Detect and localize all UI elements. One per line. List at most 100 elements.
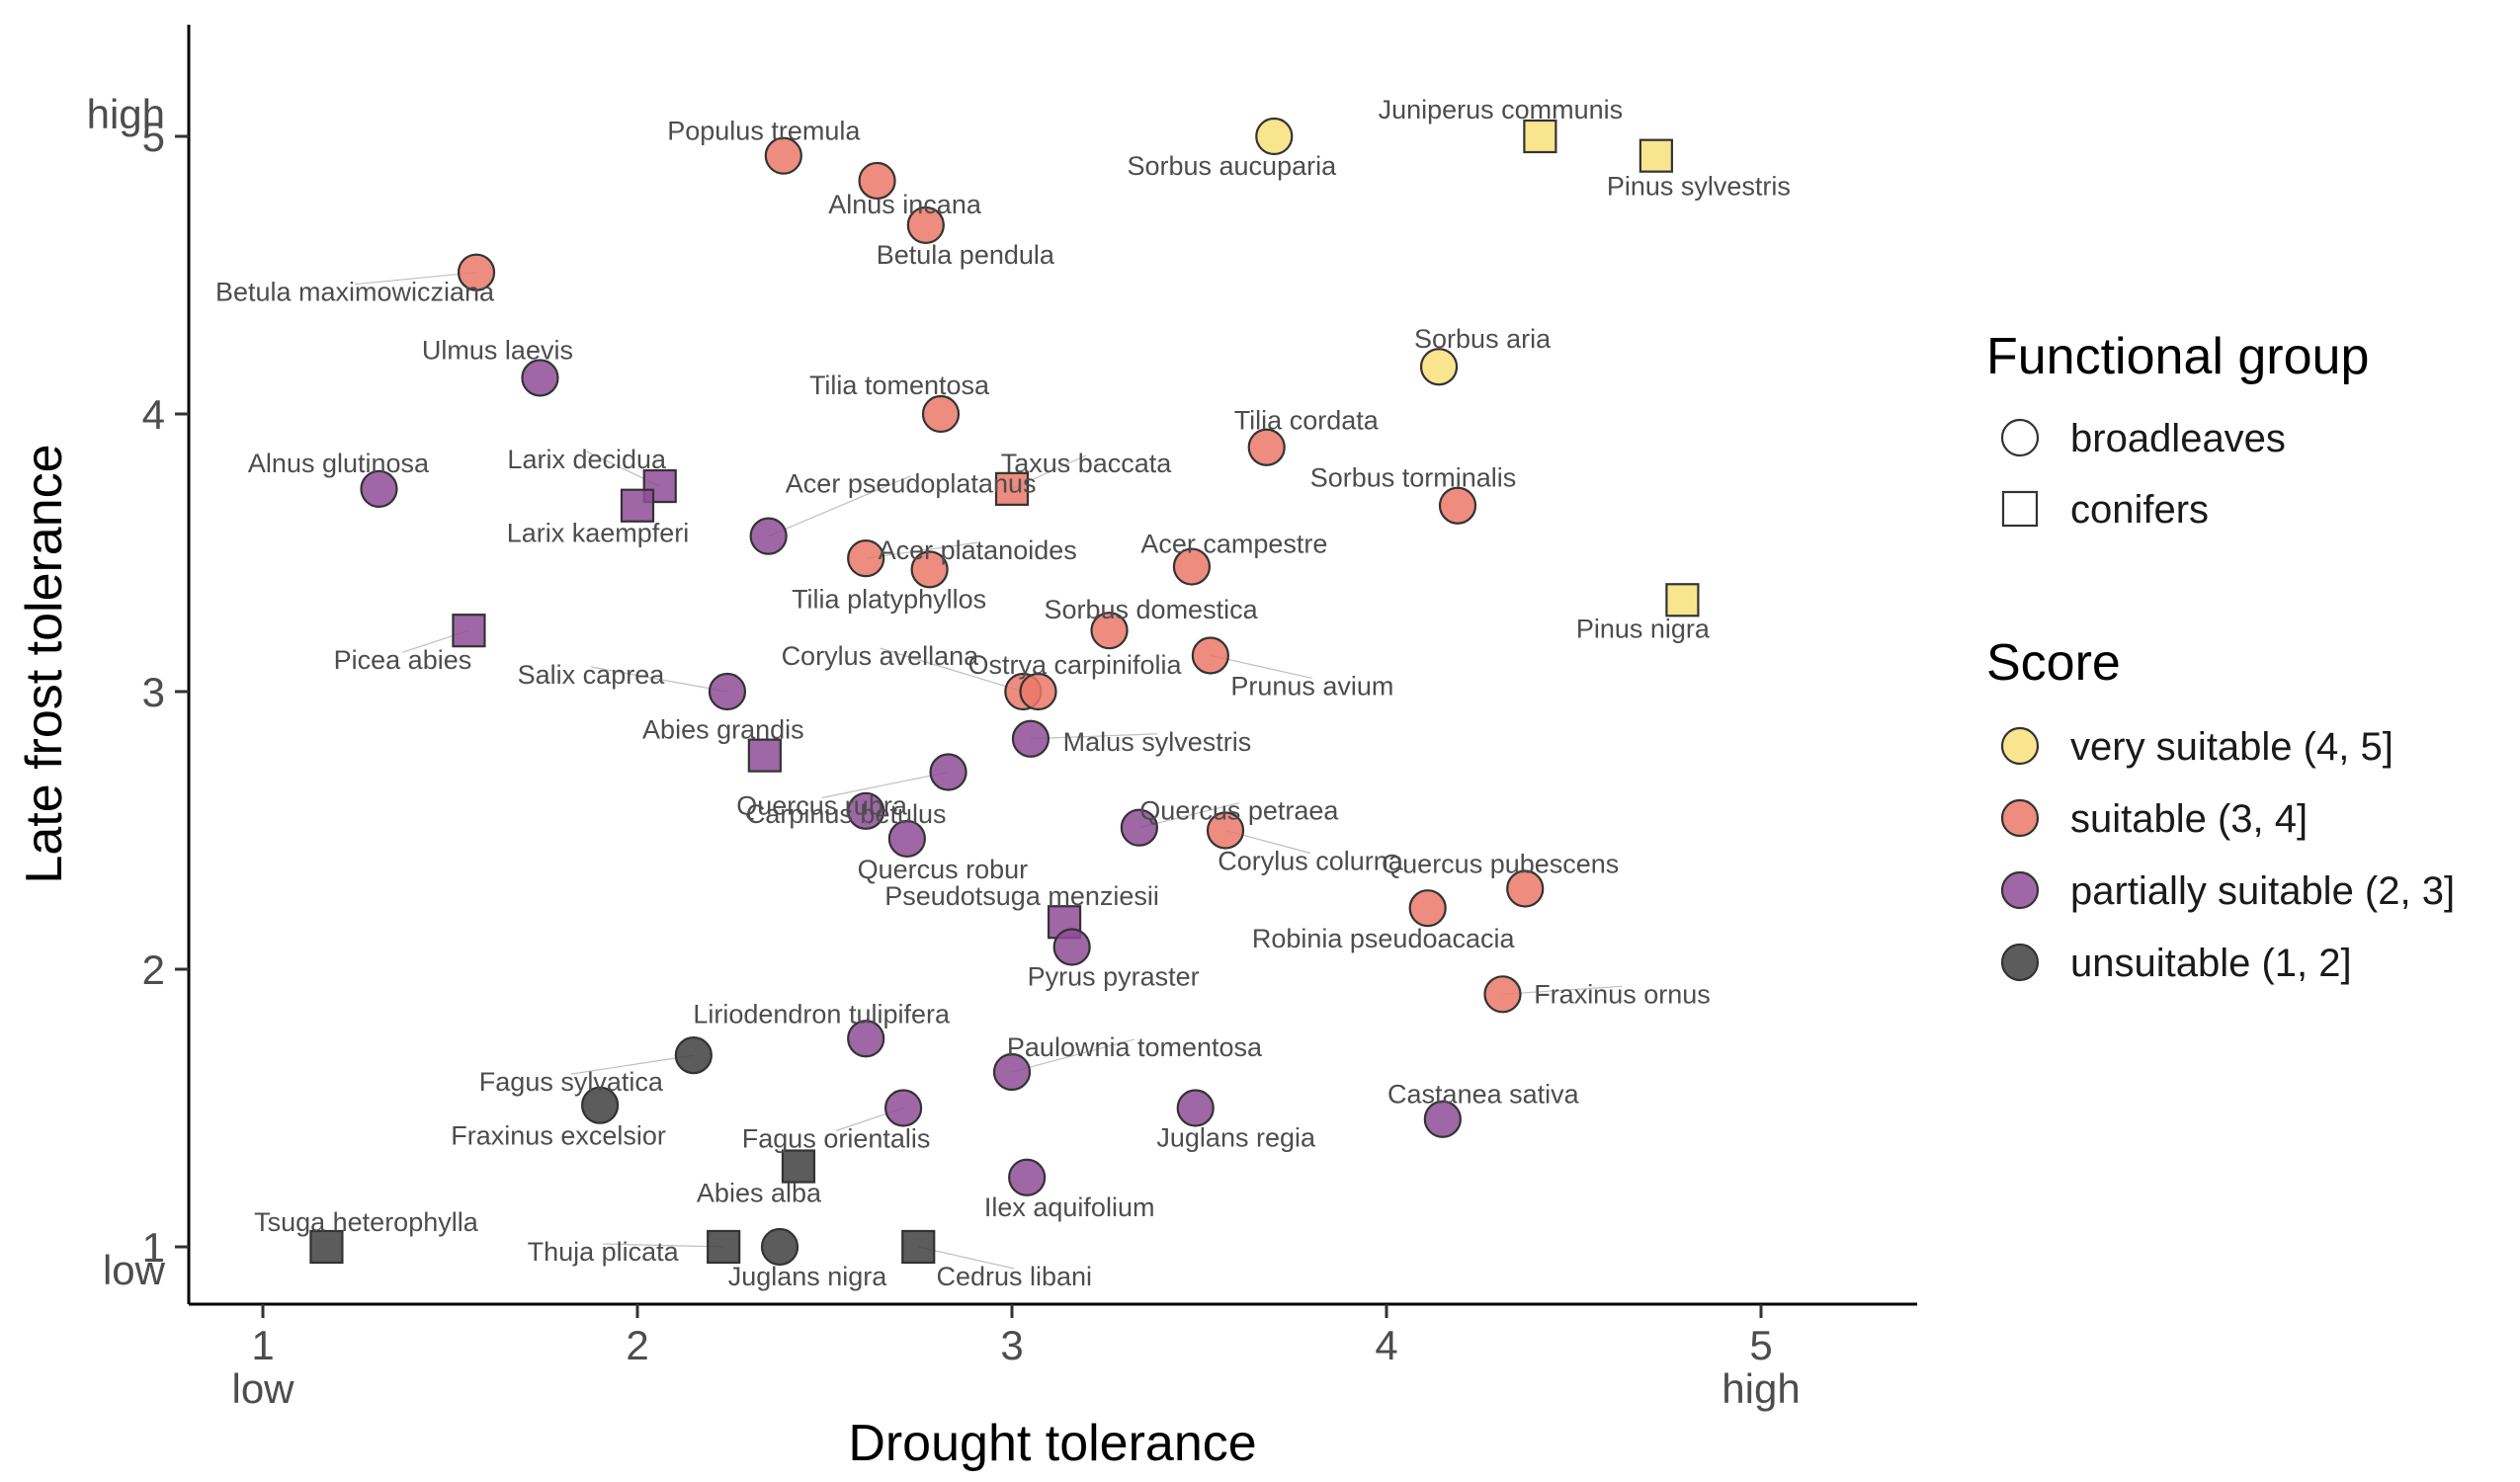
legend-swatch-suit [2000,798,2040,838]
point-juniperus-communis [1523,119,1557,154]
legend-group-label: conifers [2070,488,2209,532]
point-alnus-incana [858,161,896,201]
x-tick-label: 5 [1749,1322,1772,1368]
leader-line [821,771,949,799]
point-sorbus-aucuparia [1255,117,1294,156]
y-tick-label: 3 [142,669,165,715]
label-liriodendron-tulipifera: Liriodendron tulipifera [693,999,951,1029]
point-acer-campestre [1172,547,1212,586]
label-salix-caprea: Salix caprea [518,660,666,690]
point-acer-pseudoplatanus [749,517,788,555]
legend-score-label: suitable (3, 4] [2070,797,2308,841]
label-larix-kaempferi: Larix kaempferi [507,519,690,548]
label-juglans-nigra: Juglans nigra [728,1262,888,1291]
point-sorbus-torminalis [1438,486,1477,525]
point-corylus-colurna [1206,811,1245,850]
point-tilia-tomentosa [921,394,961,434]
label-juglans-regia: Juglans regia [1156,1123,1316,1153]
leader-line [1011,1038,1135,1073]
point-pinus-sylvestris [1638,138,1673,173]
label-taxus-baccata: Taxus baccata [1001,449,1173,478]
x-tick-label: 1 [251,1322,274,1368]
point-fraxinus-excelsior [580,1086,620,1124]
point-fraxinus-ornus [1483,975,1522,1014]
label-picea-abies: Picea abies [334,645,472,675]
point-sorbus-domestica [1090,612,1129,650]
label-pinus-sylvestris: Pinus sylvestris [1607,172,1791,202]
point-populus-tremula [764,136,802,175]
label-fraxinus-excelsior: Fraxinus excelsior [451,1121,666,1151]
point-tilia-platyphyllos [910,550,949,589]
label-acer-platanoides: Acer platanoides [879,535,1077,565]
legend-square-icon [2001,490,2039,528]
label-fagus-orientalis: Fagus orientalis [742,1124,931,1154]
point-castanea-sativa [1423,1100,1462,1138]
label-tilia-tomentosa: Tilia tomentosa [809,370,990,400]
leader-line [354,272,477,286]
label-sorbus-torminalis: Sorbus torminalis [1310,463,1517,493]
label-corylus-colurna: Corylus colurna [1218,847,1404,876]
legend-group-label: broadleaves [2070,417,2286,460]
label-ostrya-carpinifolia: Ostrya carpinifolia [967,650,1182,680]
label-paulownia-tomentosa: Paulownia tomentosa [1007,1032,1263,1062]
y-ticks: 1 2 3 4 5 [142,114,189,1271]
point-larix-kaempferi [620,488,655,523]
point-labels: Populus tremula Alnus incana Betula pendul… [215,95,1791,1291]
point-pyrus-pyraster [1052,928,1091,966]
legend: Functional group broadleaves conifers Sco… [1986,328,2455,985]
legend-circle-icon [2000,418,2040,457]
point-thuja-plicata [707,1229,741,1265]
point-picea-abies [452,614,486,648]
leader-line [603,1243,724,1248]
label-betula-pendula: Betula pendula [877,240,1055,270]
label-juniperus-communis: Juniperus communis [1379,95,1624,124]
y-tick-label: 4 [142,391,165,438]
legend-group-title: Functional group [1986,328,2369,385]
point-fagus-sylvatica [674,1036,713,1075]
point-acer-platanoides [847,539,885,578]
leader-line [768,475,911,537]
y-axis-high-label: high [87,91,165,137]
label-acer-pseudoplatanus: Acer pseudoplatanus [786,469,1037,499]
x-ticks: 1 2 3 4 5 [251,1304,1773,1368]
data-points [309,117,1700,1267]
label-thuja-plicata: Thuja plicata [528,1237,680,1267]
legend-swatch-uns [2000,943,2040,982]
leader-lines [354,272,1623,1270]
label-pyrus-pyraster: Pyrus pyraster [1028,962,1200,992]
point-robinia-pseudoacacia [1408,889,1447,928]
point-malus-sylvestris [1011,719,1050,758]
label-alnus-glutinosa: Alnus glutinosa [248,449,430,478]
leader-line [570,1054,694,1075]
label-fraxinus-ornus: Fraxinus ornus [1534,979,1711,1009]
label-abies-grandis: Abies grandis [642,715,804,745]
leader-line [590,666,728,693]
label-acer-campestre: Acer campestre [1140,530,1327,559]
point-ulmus-laevis [521,359,559,397]
axes [187,25,1917,1306]
point-abies-alba [781,1149,816,1184]
label-populus-tremula: Populus tremula [667,117,861,146]
label-prunus-avium: Prunus avium [1230,671,1393,700]
label-carpinus-betulus: Carpinus betulus [746,799,947,829]
label-abies-alba: Abies alba [697,1179,822,1208]
point-betula-maximowicziana [457,253,496,291]
label-cedrus-libani: Cedrus libani [936,1262,1092,1291]
point-taxus-baccata [994,471,1030,506]
legend-score-title: Score [1986,634,2121,692]
point-quercus-rubra [929,753,967,791]
label-corylus-avellana: Corylus avellana [782,641,980,671]
point-alnus-glutinosa [360,469,398,508]
label-alnus-incana: Alnus incana [828,190,982,219]
legend-score-label: partially suitable (2, 3] [2070,869,2455,913]
legend-swatch-part [2000,870,2040,910]
x-axis-title: Drought tolerance [848,1415,1256,1472]
x-axis-high-label: high [1722,1365,1800,1412]
legend-score-label: very suitable (4, 5] [2070,725,2394,769]
legend-swatch-very [2000,726,2040,766]
legend-group-items: broadleaves conifers [2000,417,2286,532]
label-quercus-robur: Quercus robur [858,855,1029,884]
label-tilia-platyphyllos: Tilia platyphyllos [792,584,986,614]
label-ulmus-laevis: Ulmus laevis [422,335,573,365]
